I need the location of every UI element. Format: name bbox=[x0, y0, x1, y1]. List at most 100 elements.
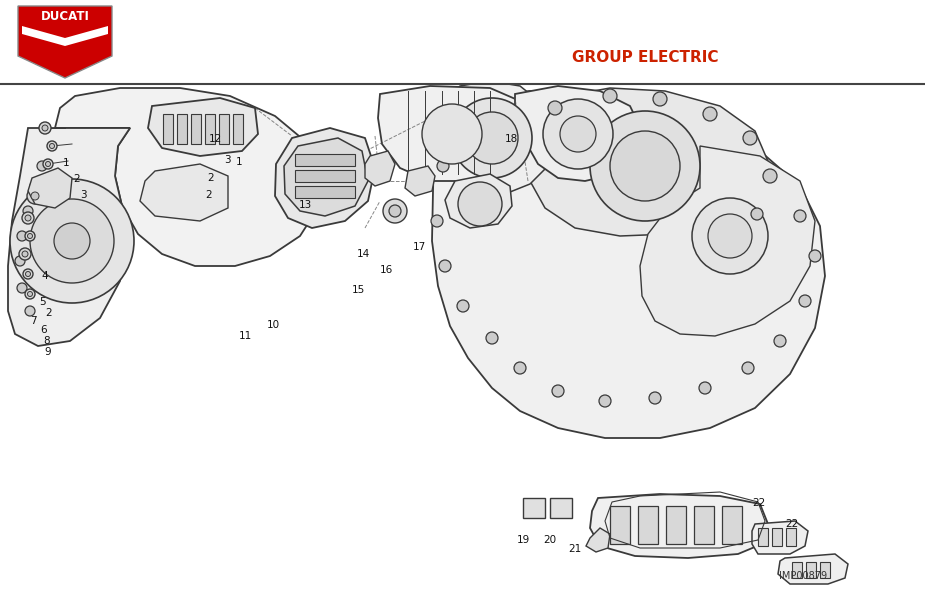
Polygon shape bbox=[752, 521, 808, 554]
Text: 10: 10 bbox=[267, 319, 280, 330]
Text: DRAWING 18A - ENGINE CONTROL UNIT [MOD:M 1200]: DRAWING 18A - ENGINE CONTROL UNIT [MOD:M… bbox=[295, 17, 925, 41]
Text: 11: 11 bbox=[239, 331, 252, 342]
Ellipse shape bbox=[45, 162, 51, 166]
Ellipse shape bbox=[23, 206, 33, 216]
Polygon shape bbox=[18, 6, 112, 78]
Polygon shape bbox=[140, 164, 228, 221]
Ellipse shape bbox=[458, 182, 502, 226]
Ellipse shape bbox=[708, 214, 752, 258]
Text: 12: 12 bbox=[209, 134, 222, 144]
Ellipse shape bbox=[25, 231, 35, 241]
Text: 22: 22 bbox=[785, 519, 798, 529]
Ellipse shape bbox=[26, 272, 31, 277]
Text: 2: 2 bbox=[73, 173, 80, 184]
Bar bbox=[806, 562, 816, 578]
Ellipse shape bbox=[43, 159, 53, 169]
Polygon shape bbox=[28, 168, 72, 208]
Ellipse shape bbox=[543, 99, 613, 169]
Ellipse shape bbox=[653, 92, 667, 106]
Ellipse shape bbox=[15, 256, 25, 266]
Polygon shape bbox=[435, 81, 555, 194]
Polygon shape bbox=[586, 528, 610, 552]
Ellipse shape bbox=[39, 122, 51, 134]
Bar bbox=[638, 506, 658, 544]
Text: 3: 3 bbox=[80, 190, 87, 200]
Ellipse shape bbox=[699, 382, 711, 394]
Ellipse shape bbox=[19, 248, 31, 260]
Ellipse shape bbox=[742, 362, 754, 374]
Ellipse shape bbox=[50, 144, 55, 148]
Text: GROUP ELECTRIC: GROUP ELECTRIC bbox=[572, 51, 718, 66]
Text: 7: 7 bbox=[30, 315, 37, 325]
Text: 16: 16 bbox=[380, 265, 393, 275]
Bar bbox=[205, 114, 215, 144]
Ellipse shape bbox=[649, 392, 661, 404]
Ellipse shape bbox=[10, 179, 134, 303]
Ellipse shape bbox=[27, 188, 43, 204]
Ellipse shape bbox=[743, 131, 757, 145]
Ellipse shape bbox=[774, 335, 786, 347]
Bar bbox=[295, 154, 355, 166]
Ellipse shape bbox=[23, 269, 33, 279]
Text: 19: 19 bbox=[517, 535, 530, 545]
Bar bbox=[758, 528, 768, 546]
Ellipse shape bbox=[422, 104, 482, 164]
Bar bbox=[722, 506, 742, 544]
Bar bbox=[786, 528, 796, 546]
Ellipse shape bbox=[599, 395, 611, 407]
Ellipse shape bbox=[703, 107, 717, 121]
Polygon shape bbox=[432, 91, 825, 438]
Polygon shape bbox=[275, 128, 375, 228]
Ellipse shape bbox=[42, 125, 48, 131]
Bar bbox=[233, 114, 243, 144]
Text: 21: 21 bbox=[569, 544, 582, 554]
Text: DUCATI: DUCATI bbox=[41, 10, 90, 23]
Text: 22: 22 bbox=[752, 498, 765, 508]
Ellipse shape bbox=[431, 215, 443, 227]
Bar bbox=[219, 114, 229, 144]
Text: 17: 17 bbox=[413, 242, 426, 252]
Text: 14: 14 bbox=[357, 249, 370, 259]
Text: IMP00879: IMP00879 bbox=[779, 570, 827, 581]
Ellipse shape bbox=[603, 89, 617, 103]
Bar bbox=[523, 498, 545, 518]
Ellipse shape bbox=[457, 300, 469, 312]
Bar bbox=[191, 114, 201, 144]
Text: 8: 8 bbox=[43, 336, 50, 346]
Ellipse shape bbox=[54, 223, 90, 259]
Ellipse shape bbox=[486, 332, 498, 344]
Ellipse shape bbox=[763, 169, 777, 183]
Bar bbox=[163, 114, 173, 144]
Ellipse shape bbox=[751, 208, 763, 220]
Ellipse shape bbox=[514, 362, 526, 374]
Polygon shape bbox=[8, 128, 130, 346]
Polygon shape bbox=[445, 174, 512, 228]
Polygon shape bbox=[405, 166, 435, 196]
Text: 15: 15 bbox=[352, 285, 364, 295]
Ellipse shape bbox=[30, 181, 40, 191]
Bar bbox=[295, 186, 355, 198]
Polygon shape bbox=[55, 88, 320, 266]
Bar bbox=[610, 506, 630, 544]
Ellipse shape bbox=[22, 251, 28, 257]
Bar bbox=[820, 562, 830, 578]
Text: 1: 1 bbox=[63, 159, 70, 168]
Ellipse shape bbox=[610, 131, 680, 201]
Polygon shape bbox=[378, 86, 528, 181]
Ellipse shape bbox=[809, 250, 821, 262]
Ellipse shape bbox=[30, 199, 114, 283]
Bar bbox=[694, 506, 714, 544]
Text: 2: 2 bbox=[204, 190, 212, 200]
Text: 2: 2 bbox=[45, 308, 53, 318]
Text: 18: 18 bbox=[505, 134, 518, 144]
Ellipse shape bbox=[590, 111, 700, 221]
Ellipse shape bbox=[17, 231, 27, 241]
Ellipse shape bbox=[548, 101, 562, 115]
Polygon shape bbox=[148, 98, 258, 156]
Ellipse shape bbox=[47, 141, 57, 151]
Polygon shape bbox=[284, 138, 368, 216]
Ellipse shape bbox=[25, 215, 31, 221]
Ellipse shape bbox=[22, 212, 34, 224]
Ellipse shape bbox=[552, 385, 564, 397]
Text: 5: 5 bbox=[39, 297, 46, 306]
